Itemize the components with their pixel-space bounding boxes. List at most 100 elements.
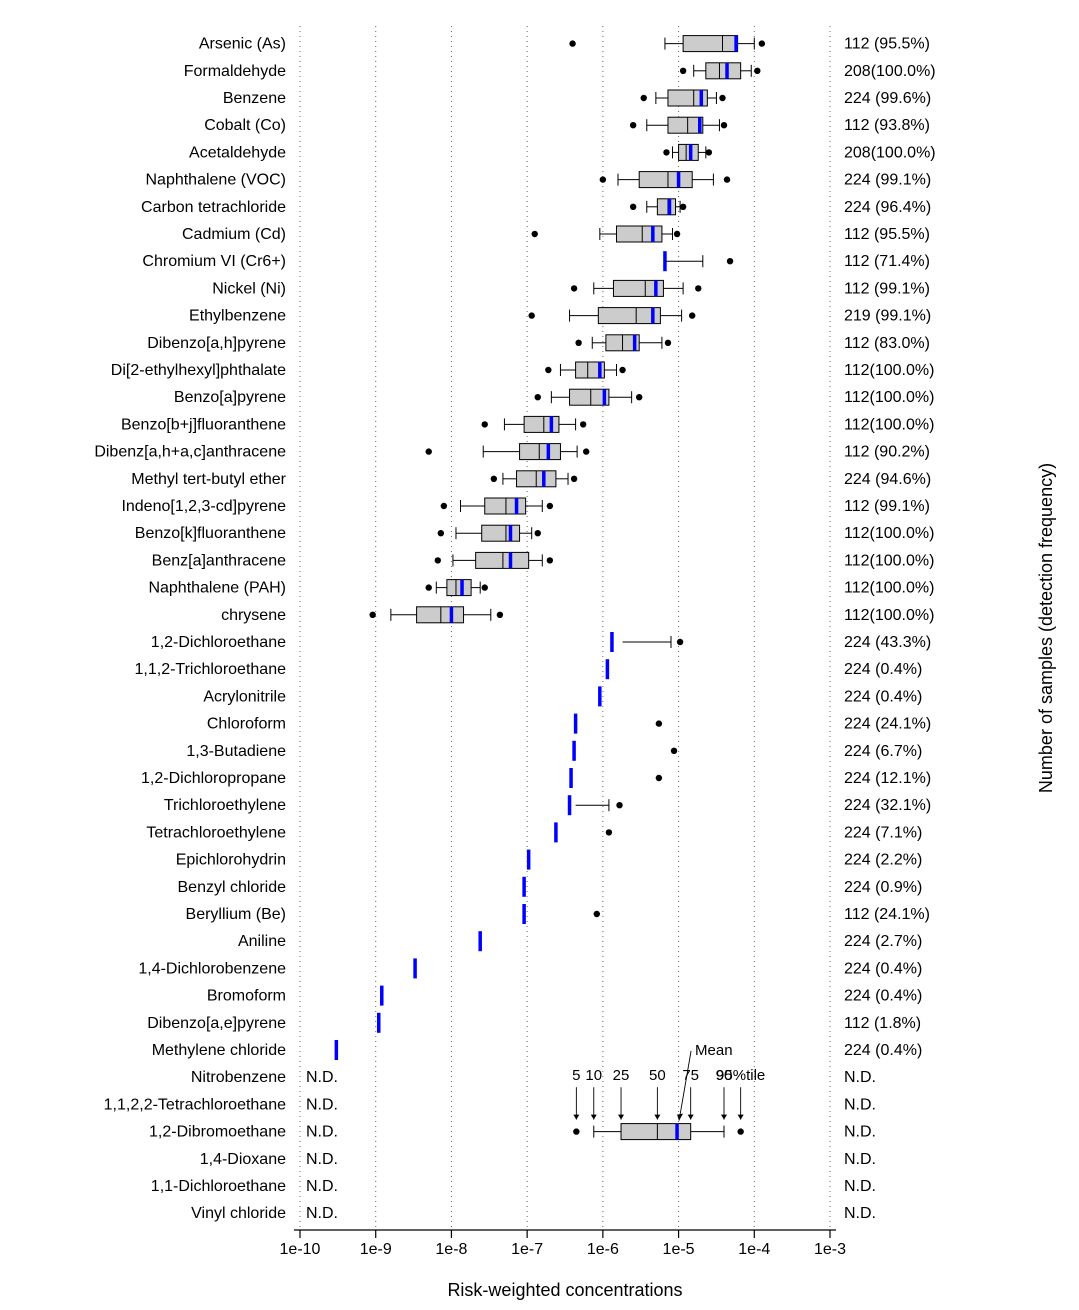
row-right: 224 (6.7%) <box>844 743 922 760</box>
legend-mean-arrow <box>679 1051 691 1121</box>
row-right: 112 (1.8%) <box>844 1015 921 1032</box>
row-right: 112(100.0%) <box>844 580 934 597</box>
box <box>639 172 692 188</box>
x-axis-title: Risk-weighted concentrations <box>447 1280 682 1300</box>
row-label: Benzyl chloride <box>178 879 287 896</box>
row-label: 1,4-Dioxane <box>200 1151 286 1168</box>
p95-dot <box>665 340 671 346</box>
right-axis-title: Number of samples (detection frequency) <box>1036 463 1056 793</box>
row-label: Cadmium (Cd) <box>182 226 286 243</box>
nd-left: N.D. <box>306 1069 338 1086</box>
nd-right: N.D. <box>844 1178 876 1195</box>
row-label: Benzo[b+j]fluoranthene <box>121 416 286 433</box>
box <box>485 498 526 514</box>
p95-dot <box>759 40 765 46</box>
row-label: Dibenzo[a,e]pyrene <box>147 1015 286 1032</box>
row-right: 112 (99.1%) <box>844 280 930 297</box>
legend-mean-label: Mean <box>695 1042 733 1059</box>
p95-dot <box>482 584 488 590</box>
row-right: 112 (99.1%) <box>844 498 930 515</box>
row-right: 224 (2.2%) <box>844 852 922 869</box>
row-label: Aniline <box>238 933 286 950</box>
p5-dot <box>441 503 447 509</box>
row-label: 1,1,2,2-Tetrachloroethane <box>104 1096 286 1113</box>
row-right: 224 (43.3%) <box>844 634 931 651</box>
row-right: 112 (71.4%) <box>844 253 930 270</box>
p5-dot <box>426 584 432 590</box>
p95-dot <box>619 367 625 373</box>
row-label: Nitrobenzene <box>191 1069 286 1086</box>
p5-dot <box>663 149 669 155</box>
p95-dot <box>571 476 577 482</box>
row-label: Benzene <box>223 90 286 107</box>
row-label: Indeno[1,2,3-cd]pyrene <box>121 498 286 515</box>
p95-dot <box>706 149 712 155</box>
row-label: Benzo[a]pyrene <box>174 389 286 406</box>
p95-dot <box>671 748 677 754</box>
row-label: Bromoform <box>207 988 286 1005</box>
row-right: 224 (0.4%) <box>844 661 922 678</box>
arrowhead-icon <box>591 1115 597 1120</box>
nd-right: N.D. <box>844 1205 876 1222</box>
p5-dot <box>438 530 444 536</box>
row-label: Cobalt (Co) <box>204 117 286 134</box>
row-label: 1,2-Dibromoethane <box>149 1124 286 1141</box>
chart-container: Arsenic (As)112 (95.5%)Formaldehyde208(1… <box>0 0 1079 1310</box>
nd-right: N.D. <box>844 1124 876 1141</box>
row-label: chrysene <box>221 607 286 624</box>
nd-right: N.D. <box>844 1096 876 1113</box>
p5-dot <box>426 448 432 454</box>
p95-dot <box>689 312 695 318</box>
p5-dot <box>545 367 551 373</box>
row-label: Ethylbenzene <box>189 308 286 325</box>
p5-dot <box>630 122 636 128</box>
p95-dot <box>594 911 600 917</box>
row-right: 224 (0.4%) <box>844 988 922 1005</box>
legend-header: 10 <box>585 1067 602 1084</box>
row-label: Acrylonitrile <box>203 688 286 705</box>
p95-dot <box>535 530 541 536</box>
row-right: 224 (12.1%) <box>844 770 931 787</box>
chart-svg: Arsenic (As)112 (95.5%)Formaldehyde208(1… <box>0 0 1079 1310</box>
legend-header: 5 <box>572 1067 580 1084</box>
nd-right: N.D. <box>844 1069 876 1086</box>
row-right: 112 (95.5%) <box>844 226 930 243</box>
x-tick-label: 1e-10 <box>280 1241 321 1258</box>
row-label: Arsenic (As) <box>199 36 286 53</box>
row-right: 112(100.0%) <box>844 607 934 624</box>
p95-dot <box>727 258 733 264</box>
row-right: 224 (0.9%) <box>844 879 922 896</box>
p95-dot <box>656 720 662 726</box>
row-right: 208(100.0%) <box>844 63 936 80</box>
arrowhead-icon <box>721 1115 727 1120</box>
box <box>476 552 529 568</box>
row-label: Naphthalene (VOC) <box>145 172 286 189</box>
p5-dot <box>630 204 636 210</box>
p95-dot <box>580 421 586 427</box>
p95-dot <box>547 503 553 509</box>
p95-dot <box>616 802 622 808</box>
p5-dot <box>575 340 581 346</box>
x-tick-label: 1e-4 <box>738 1241 770 1258</box>
row-label: Carbon tetrachloride <box>141 199 286 216</box>
row-right: 224 (0.4%) <box>844 960 922 977</box>
box <box>524 416 559 432</box>
box <box>668 117 703 133</box>
p5-dot <box>569 40 575 46</box>
row-right: 219 (99.1%) <box>844 308 931 325</box>
p5-dot <box>528 312 534 318</box>
box <box>657 199 675 215</box>
box <box>706 63 741 79</box>
box <box>683 36 738 52</box>
p5-dot <box>369 612 375 618</box>
box <box>616 226 661 242</box>
row-label: Di[2-ethylhexyl]phthalate <box>111 362 286 379</box>
p95-dot <box>583 448 589 454</box>
row-right: 112(100.0%) <box>844 389 934 406</box>
row-right: 224 (24.1%) <box>844 716 931 733</box>
row-label: Epichlorohydrin <box>176 852 286 869</box>
arrowhead-icon <box>654 1115 660 1120</box>
legend-p5 <box>573 1128 579 1134</box>
p5-dot <box>641 95 647 101</box>
nd-left: N.D. <box>306 1151 338 1168</box>
